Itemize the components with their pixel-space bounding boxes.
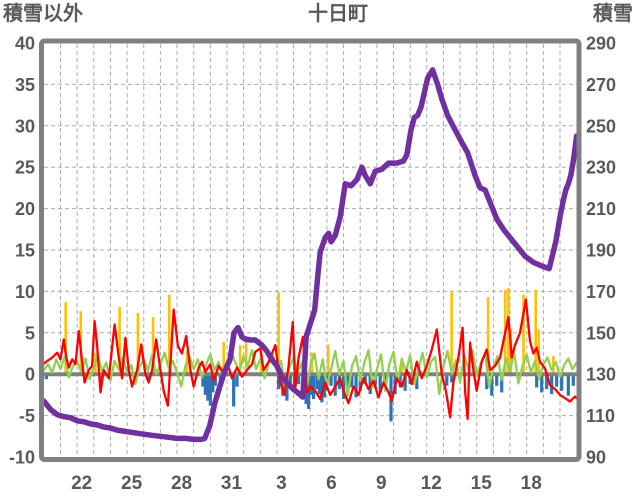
x-axis-tick: 31 <box>221 473 243 494</box>
blue-bars-bar <box>203 374 207 395</box>
right-axis-tick: 230 <box>586 158 616 178</box>
blue-bars-bar <box>485 374 489 390</box>
blue-bars-bar <box>540 374 544 393</box>
blue-bars-bar <box>288 374 292 387</box>
blue-bars-bar <box>383 374 387 386</box>
blue-bars-bar <box>354 374 358 398</box>
x-axis-tick: 9 <box>376 473 387 494</box>
x-axis-tick: 6 <box>326 473 337 494</box>
orange-bars-bar <box>277 292 280 375</box>
x-axis-tick: 28 <box>171 473 192 494</box>
right-axis-tick: 90 <box>586 448 606 468</box>
right-axis-tick: 170 <box>586 282 616 302</box>
orange-bars-bar <box>534 289 537 375</box>
left-axis-tick: 20 <box>15 199 35 219</box>
blue-bars-bar <box>206 374 210 401</box>
left-axis-tick: -10 <box>9 448 35 468</box>
left-axis-tick: 40 <box>15 34 35 54</box>
orange-bars-bar <box>222 341 225 375</box>
blue-bars-bar <box>213 374 217 386</box>
orange-bars-bar <box>486 297 490 375</box>
x-axis-tick: 12 <box>421 473 442 494</box>
x-axis-tick: 22 <box>71 473 92 494</box>
orange-bars-bar <box>118 307 121 375</box>
left-axis-tick: 35 <box>15 75 35 95</box>
x-axis-tick: 3 <box>276 473 287 494</box>
blue-bars-bar <box>309 374 313 395</box>
left-axis-tick: 5 <box>25 323 35 343</box>
blue-bars-bar <box>281 374 285 396</box>
green-line <box>42 349 578 397</box>
blue-bars-bar <box>398 374 402 388</box>
orange-bars-bar <box>151 317 155 375</box>
orange-bars-bar <box>326 344 330 375</box>
right-axis-tick: 190 <box>586 241 616 261</box>
orange-bars-bar <box>136 312 140 375</box>
blue-bars-bar <box>555 374 559 387</box>
blue-bars-bar <box>403 374 407 391</box>
right-axis-tick: 290 <box>586 34 616 54</box>
orange-bars-bar <box>507 288 510 375</box>
blue-bars-bar <box>560 374 564 391</box>
left-axis-tick: 15 <box>15 241 35 261</box>
blue-bars-bar <box>315 374 319 390</box>
blue-bars-bar <box>329 374 333 386</box>
right-axis-tick: 150 <box>586 323 616 343</box>
blue-bars-bar <box>317 374 322 395</box>
blue-bars-bar <box>296 374 301 385</box>
right-axis-tick: 250 <box>586 116 616 136</box>
left-axis-tick: -5 <box>19 406 35 426</box>
blue-bars-bar <box>571 374 575 386</box>
plot-frame <box>39 38 582 462</box>
x-axis-tick: 15 <box>471 473 493 494</box>
orange-bars-bar <box>238 345 242 375</box>
snow-depth-line <box>41 67 580 443</box>
blue-bars-bar <box>550 374 554 395</box>
x-axis-tick: 18 <box>521 473 542 494</box>
blue-bars-bar <box>211 374 215 393</box>
blue-bars-bar <box>450 374 454 383</box>
blue-bars-bar <box>495 374 499 386</box>
orange-bars-bar <box>244 341 248 375</box>
orange-bars-bar <box>522 294 525 375</box>
blue-bars-bar <box>350 374 354 388</box>
blue-bars-bar <box>500 374 504 393</box>
blue-bars-bar <box>44 374 48 380</box>
blue-bars-bar <box>535 374 539 388</box>
blue-bars-bar <box>201 374 205 387</box>
blue-bars-bar <box>320 374 324 403</box>
blue-bars-bar <box>311 374 316 400</box>
right-axis-tick: 210 <box>586 199 616 219</box>
blue-bars-bar <box>285 374 289 401</box>
blue-bars-bar <box>235 374 239 387</box>
blue-bars-bar <box>147 374 151 381</box>
red-line <box>42 298 578 421</box>
right-axis-tick: 270 <box>586 75 616 95</box>
left-axis-tick: 10 <box>15 282 35 302</box>
blue-bars-bar <box>346 374 350 393</box>
blue-bars-bar <box>415 374 419 390</box>
left-axis-tick: 30 <box>15 116 35 136</box>
blue-bars-bar <box>378 374 382 393</box>
blue-bars-bar <box>358 374 362 391</box>
left-axis-tick: 0 <box>25 365 35 385</box>
x-axis-tick: 25 <box>121 473 143 494</box>
orange-bars-bar <box>64 302 67 375</box>
blue-bars-bar <box>490 374 494 396</box>
blue-bars-bar <box>208 374 212 406</box>
blue-bars-bar <box>545 374 549 390</box>
orange-bars-bar <box>400 357 404 375</box>
blue-bars-bar <box>566 374 570 396</box>
blue-bars-bar <box>363 374 367 385</box>
orange-bars-bar <box>450 292 453 375</box>
right-axis-tick: 110 <box>586 406 615 426</box>
right-axis-tick: 130 <box>586 365 616 385</box>
blue-bars-bar <box>445 374 449 386</box>
orange-bars-bar <box>167 294 171 375</box>
blue-bars-bar <box>277 374 281 390</box>
left-axis-tick: 25 <box>15 158 35 178</box>
blue-bars-bar <box>232 374 236 407</box>
